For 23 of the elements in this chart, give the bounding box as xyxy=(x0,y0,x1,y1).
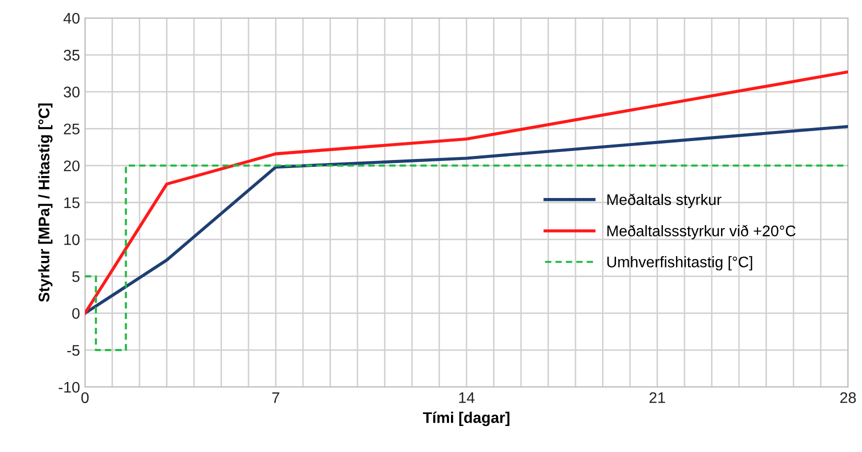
x-tick-label: 7 xyxy=(272,392,280,403)
y-tick-label: 5 xyxy=(72,271,80,282)
y-tick-label: 0 xyxy=(72,308,80,319)
x-axis-title: Tími [dagar] xyxy=(422,412,510,426)
legend-label: Meðaltalssstyrkur við +20°C xyxy=(607,224,796,240)
y-tick-label: 40 xyxy=(64,12,80,24)
line-series xyxy=(85,124,848,315)
x-tick-label: 14 xyxy=(459,392,475,403)
legend-label: Umhverfishitastig [°C] xyxy=(607,256,752,270)
x-tick-label: 21 xyxy=(650,392,665,403)
y-tick-label: -5 xyxy=(67,345,80,356)
x-tick-label: 0 xyxy=(81,392,89,404)
y-tick-label: 25 xyxy=(64,124,80,134)
legend-label: Meðaltals styrkur xyxy=(607,194,722,208)
y-tick-label: 10 xyxy=(64,234,80,246)
y-axis-title: Styrkur [MPa] / Hitastig [°C] xyxy=(38,104,53,302)
y-tick-label: 20 xyxy=(64,160,80,172)
y-tick-label: 15 xyxy=(64,198,80,208)
y-tick-label: 35 xyxy=(64,50,80,61)
y-tick-label: 30 xyxy=(64,86,80,98)
x-tick-label: 28 xyxy=(840,392,856,404)
y-tick-label: -10 xyxy=(58,382,80,393)
line-series xyxy=(85,70,848,315)
